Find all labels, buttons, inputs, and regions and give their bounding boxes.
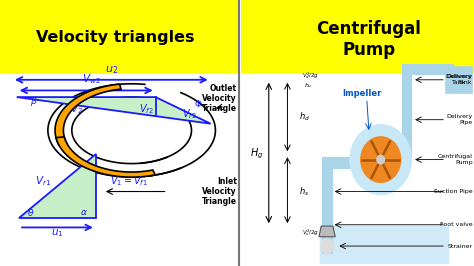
Text: $u_1$: $u_1$ (51, 227, 64, 239)
Circle shape (320, 238, 334, 254)
Circle shape (350, 125, 411, 194)
Polygon shape (19, 154, 96, 218)
Bar (401, 74, 411, 160)
Bar (320, 226, 448, 263)
Bar (446, 66, 472, 93)
Text: Strainer: Strainer (448, 244, 473, 248)
Text: Delivery
Tank: Delivery Tank (446, 74, 472, 85)
Text: $V_1 = V_{f1}$: $V_1 = V_{f1}$ (110, 174, 148, 188)
Text: Outlet
Velocity
Triangle: Outlet Velocity Triangle (202, 84, 237, 113)
Text: Inlet
Velocity
Triangle: Inlet Velocity Triangle (202, 177, 237, 206)
Text: $\theta$: $\theta$ (27, 207, 35, 218)
Text: Velocity triangles: Velocity triangles (36, 30, 194, 45)
Text: $h_d$: $h_d$ (299, 111, 310, 123)
Bar (0, 74, 239, 266)
Text: $V_{r1}$: $V_{r1}$ (35, 174, 51, 188)
Bar (0, 0, 239, 74)
Polygon shape (17, 97, 210, 124)
Bar (322, 236, 332, 253)
Text: $u_2$: $u_2$ (105, 64, 118, 76)
Bar (322, 157, 365, 168)
Text: $V_2$: $V_2$ (70, 102, 83, 116)
Text: $\beta$: $\beta$ (30, 95, 37, 107)
Polygon shape (55, 84, 121, 145)
Text: Centrifugal
Pump: Centrifugal Pump (438, 154, 473, 165)
Polygon shape (319, 226, 335, 237)
Circle shape (377, 155, 385, 164)
Text: Impeller: Impeller (342, 89, 382, 98)
Text: Centrifugal
Pump: Centrifugal Pump (317, 20, 421, 59)
Text: $h_u$: $h_u$ (304, 81, 313, 90)
Circle shape (361, 137, 401, 182)
Text: $V_s^2/2g$: $V_s^2/2g$ (302, 227, 319, 238)
Text: $V_{f2}$: $V_{f2}$ (139, 102, 153, 116)
Bar (401, 64, 453, 74)
Bar (241, 74, 474, 266)
Text: Delivery
Pipe: Delivery Pipe (447, 114, 473, 125)
Bar (322, 160, 332, 226)
Text: Suction Pipe: Suction Pipe (434, 189, 473, 194)
Text: $\alpha$: $\alpha$ (80, 208, 88, 217)
Text: $H_g$: $H_g$ (250, 147, 264, 161)
Text: $V_d^2/2g$: $V_d^2/2g$ (302, 70, 319, 81)
Text: $V_{w2}$: $V_{w2}$ (82, 73, 100, 86)
Text: $V_{r2}$: $V_{r2}$ (182, 107, 197, 121)
Text: $h_s$: $h_s$ (299, 185, 310, 198)
Text: Foot valve: Foot valve (440, 222, 473, 227)
Polygon shape (56, 137, 155, 177)
Text: Delivery
Tank: Delivery Tank (447, 74, 473, 85)
Text: $\Phi$: $\Phi$ (194, 98, 203, 109)
Bar (241, 0, 474, 74)
